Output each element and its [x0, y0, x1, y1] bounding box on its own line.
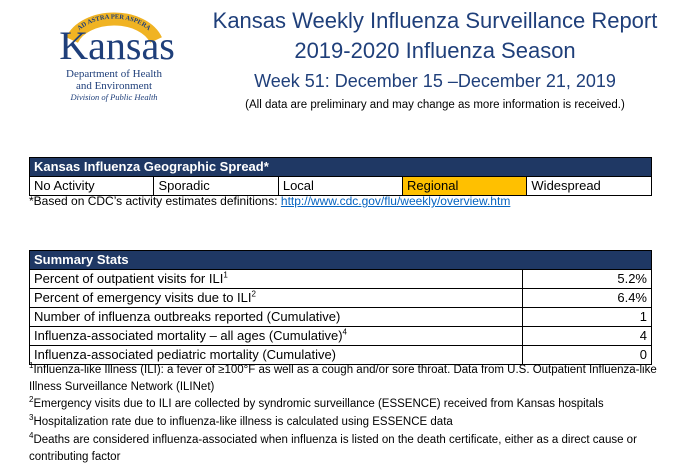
- table-row: Percent of emergency visits due to ILI2 …: [29, 288, 652, 308]
- report-title: Kansas Weekly Influenza Surveillance Rep…: [212, 8, 658, 33]
- stat-label: Percent of emergency visits due to ILI2: [29, 288, 523, 308]
- summary-stats-table: Summary Stats Percent of outpatient visi…: [29, 250, 652, 365]
- stat-label: Influenza-associated mortality – all age…: [29, 326, 523, 346]
- stat-label: Number of influenza outbreaks reported (…: [29, 307, 523, 327]
- geo-note-text: *Based on CDC’s activity estimates defin…: [29, 194, 281, 208]
- table-row: Influenza-associated pediatric mortality…: [29, 345, 652, 365]
- kdhe-logo: AD ASTRA PER ASPERA Kansas Department of…: [44, 4, 184, 104]
- table-row: Number of influenza outbreaks reported (…: [29, 307, 652, 327]
- footnote-2: 2Emergency visits due to ILI are collect…: [29, 395, 604, 410]
- footnote-1: 1Influenza-like Illness (ILI): a fever o…: [29, 361, 657, 393]
- geo-level-no-activity: No Activity: [28, 176, 155, 196]
- logo-dept-line2: and Environment: [75, 80, 153, 92]
- cdc-overview-link[interactable]: http://www.cdc.gov/flu/weekly/overview.h…: [280, 194, 511, 208]
- logo-dept-line1: Department of Health: [66, 68, 162, 80]
- geo-level-widespread: Widespread: [526, 176, 652, 196]
- geographic-spread-table: Kansas Influenza Geographic Spread* No A…: [28, 157, 652, 196]
- summary-title: Summary Stats: [29, 250, 652, 270]
- geo-level-sporadic: Sporadic: [153, 176, 279, 196]
- table-row: Influenza-associated mortality – all age…: [29, 326, 652, 346]
- week-range: Week 51: December 15 –December 21, 2019: [254, 71, 616, 91]
- table-row: Percent of outpatient visits for ILI1 5.…: [29, 269, 652, 289]
- geo-level-regional: Regional: [402, 176, 528, 196]
- stat-value: 0: [522, 345, 652, 365]
- stat-label: Influenza-associated pediatric mortality…: [29, 345, 523, 365]
- footnote-4: 4Deaths are considered influenza-associa…: [29, 431, 637, 463]
- stat-value: 5.2%: [522, 269, 652, 289]
- disclaimer: (All data are preliminary and may change…: [245, 99, 625, 111]
- stat-value: 1: [522, 307, 652, 327]
- geo-note: *Based on CDC’s activity estimates defin…: [29, 193, 510, 209]
- logo-division: Division of Public Health: [70, 92, 158, 102]
- stat-value: 6.4%: [522, 288, 652, 308]
- stat-label: Percent of outpatient visits for ILI1: [29, 269, 523, 289]
- sunflower-arc-icon: AD ASTRA PER ASPERA: [66, 12, 162, 44]
- season-title: 2019-2020 Influenza Season: [294, 38, 576, 63]
- footnote-3: 3Hospitalization rate due to influenza-l…: [29, 413, 453, 428]
- logo-wordmark: Kansas: [59, 23, 175, 68]
- stat-value: 4: [522, 326, 652, 346]
- geo-table-title: Kansas Influenza Geographic Spread*: [29, 157, 652, 177]
